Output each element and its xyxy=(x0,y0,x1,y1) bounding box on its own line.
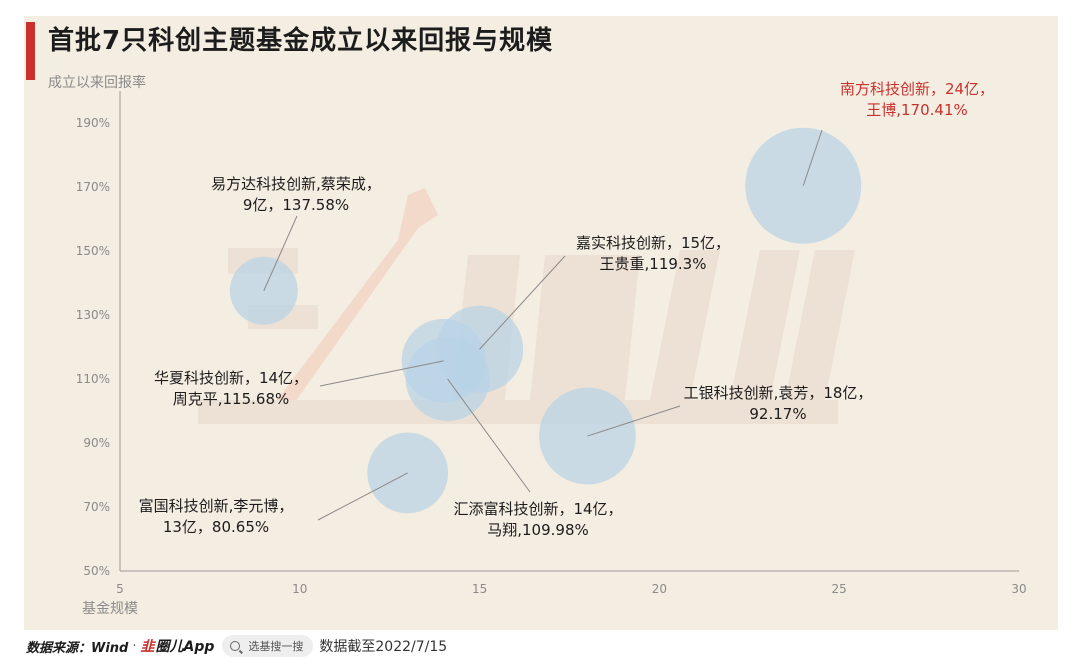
leader-line xyxy=(479,255,566,350)
x-tick-label: 20 xyxy=(652,582,667,596)
y-tick-label: 110% xyxy=(76,372,110,386)
brand-logo-mark: 韭 xyxy=(140,639,155,655)
title-accent-bar xyxy=(26,22,35,80)
leader-line xyxy=(802,129,823,186)
footer: 数据来源：Wind · 韭 圈儿App 选基搜一搜 数据截至2022/7/15 xyxy=(26,634,447,658)
leader-line xyxy=(447,378,531,493)
y-tick-label: 190% xyxy=(76,116,110,130)
data-label: 王博,170.41% xyxy=(866,101,968,119)
footer-separator: · xyxy=(132,638,137,654)
data-label: 嘉实科技创新，15亿， xyxy=(576,234,730,252)
y-tick-label: 170% xyxy=(76,180,110,194)
data-label: 易方达科技创新,蔡荣成， xyxy=(211,175,381,193)
y-tick-label: 90% xyxy=(83,436,110,450)
data-source-label: 数据来源：Wind xyxy=(26,640,129,656)
x-tick-label: 25 xyxy=(832,582,847,596)
data-label: 南方科技创新，24亿， xyxy=(840,80,994,98)
data-label: 王贵重,119.3% xyxy=(600,255,707,273)
data-label: 富国科技创新,李元博， xyxy=(139,497,294,515)
data-label: 周克平,115.68% xyxy=(173,390,290,408)
y-axis-title: 成立以来回报率 xyxy=(48,75,146,91)
leader-line xyxy=(263,215,298,291)
chart-title: 首批7只科创主题基金成立以来回报与规模 xyxy=(48,26,554,56)
leader-line xyxy=(319,360,444,387)
y-tick-label: 70% xyxy=(83,500,110,514)
leader-line xyxy=(317,472,408,521)
x-tick-label: 15 xyxy=(472,582,487,596)
fund-search-box[interactable]: 选基搜一搜 xyxy=(222,635,314,657)
data-label: 工银科技创新,袁芳，18亿， xyxy=(684,384,873,402)
x-tick-label: 10 xyxy=(292,582,307,596)
data-label: 汇添富科技创新，14亿， xyxy=(453,500,622,518)
y-tick-label: 50% xyxy=(83,564,110,578)
data-date-note: 数据截至2022/7/15 xyxy=(319,639,448,655)
data-label: 华夏科技创新，14亿， xyxy=(154,369,308,387)
data-label: 92.17% xyxy=(749,405,806,423)
leader-line xyxy=(587,405,681,437)
search-icon xyxy=(230,641,241,651)
y-tick-label: 130% xyxy=(76,308,110,322)
brand-logo[interactable]: 韭 圈儿App xyxy=(141,636,215,656)
data-label: 马翔,109.98% xyxy=(487,521,589,539)
search-placeholder: 选基搜一搜 xyxy=(248,640,304,653)
x-axis-title: 基金规模 xyxy=(82,601,138,617)
y-tick-label: 150% xyxy=(76,244,110,258)
brand-logo-text: 圈儿App xyxy=(155,639,215,655)
x-tick-label: 5 xyxy=(116,582,124,596)
data-label: 9亿，137.58% xyxy=(243,196,349,214)
x-tick-label: 30 xyxy=(1011,582,1026,596)
data-label: 13亿，80.65% xyxy=(163,518,269,536)
